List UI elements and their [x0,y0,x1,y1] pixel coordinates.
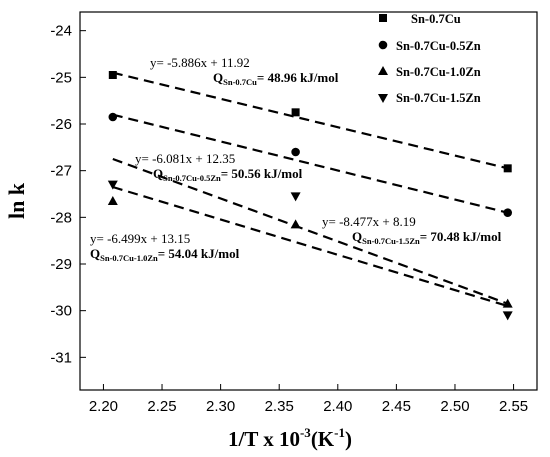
legend-label-sn-0-7cu-1-0zn: Sn-0.7Cu-1.0Zn [396,65,481,79]
data-point-sn-0-7cu-1-5zn [290,192,301,202]
plot-frame [79,11,538,391]
fit-line-sn-0-7cu-0-5zn [112,113,508,214]
data-point-sn-0-7cu-1-5zn [107,180,118,190]
x-tick-label: 2.35 [265,398,294,415]
y-axis-title: ln k [4,182,29,219]
data-point-sn-0-7cu-0-5zn [503,208,513,217]
data-point-sn-0-7cu-1-5zn [502,311,513,321]
x-tick-label: 2.45 [382,398,411,415]
legend-triangle-up-icon [378,66,388,75]
q-sn-0-7cu-1-0zn: QSn-0.7Cu-1.0Zn= 54.04 kJ/mol [90,246,240,263]
data-point-sn-0-7cu-1-0zn [107,196,118,205]
legend-label-sn-0-7cu-1-5zn: Sn-0.7Cu-1.5Zn [396,91,481,105]
data-point-sn-0-7cu [291,108,300,117]
eq-sn-0-7cu-1-5zn: y= -8.477x + 8.19 [322,214,416,229]
data-point-sn-0-7cu-0-5zn [291,147,300,157]
fit-line-sn-0-7cu-1-0zn [112,185,509,308]
y-tick-label: -28 [50,209,72,226]
x-tick-label: 2.25 [147,398,176,415]
x-axis-ticks: 2.20 2.25 2.30 2.35 2.40 2.45 2.50 2.55 [89,384,528,415]
y-tick-label: -25 [50,69,72,86]
data-point-sn-0-7cu [503,164,512,173]
data-point-sn-0-7cu-0-5zn [108,112,118,122]
q-sn-0-7cu: QSn-0.7Cu= 48.96 kJ/mol [213,70,339,87]
data-point-sn-0-7cu [108,71,117,79]
fit-line-sn-0-7cu-1-5zn [112,157,509,305]
q-sn-0-7cu-1-5zn: QSn-0.7Cu-1.5Zn= 70.48 kJ/mol [352,229,502,246]
y-tick-label: -29 [50,256,72,273]
data-markers [107,71,513,321]
x-tick-label: 2.20 [89,398,118,415]
x-tick-label: 2.30 [206,398,235,415]
legend-square-icon [379,14,387,22]
eq-sn-0-7cu-1-0zn: y= -6.499x + 13.15 [90,231,190,246]
q-sn-0-7cu-0-5zn: QSn-0.7Cu-0.5Zn= 50.56 kJ/mol [153,166,303,183]
y-tick-label: -24 [50,23,72,40]
x-tick-label: 2.40 [323,398,352,415]
eq-sn-0-7cu: y= -5.886x + 11.92 [150,55,250,70]
legend-circle-icon [378,40,388,50]
data-point-sn-0-7cu-1-0zn [290,219,301,229]
x-axis-title: 1/T x 10-3(K-1) [228,425,352,451]
y-tick-label: -30 [50,303,72,320]
legend-triangle-down-icon [378,94,388,103]
y-tick-label: -31 [50,349,72,366]
legend: Sn-0.7Cu Sn-0.7Cu-0.5Zn Sn-0.7Cu-1.0Zn S… [378,12,481,105]
x-tick-label: 2.55 [499,398,528,415]
eq-sn-0-7cu-0-5zn: y= -6.081x + 12.35 [135,151,235,166]
legend-label-sn-0-7cu-0-5zn: Sn-0.7Cu-0.5Zn [396,39,481,53]
y-tick-label: -27 [50,163,72,180]
x-tick-label: 2.50 [440,398,469,415]
legend-label-sn-0-7cu: Sn-0.7Cu [411,12,461,26]
fit-lines [112,71,509,308]
fit-line-sn-0-7cu [112,71,508,170]
y-tick-label: -26 [50,116,72,133]
data-point-sn-0-7cu-1-0zn [502,298,513,308]
y-axis-ticks: -24 -25 -26 -27 -28 -29 -30 -31 [50,23,86,366]
